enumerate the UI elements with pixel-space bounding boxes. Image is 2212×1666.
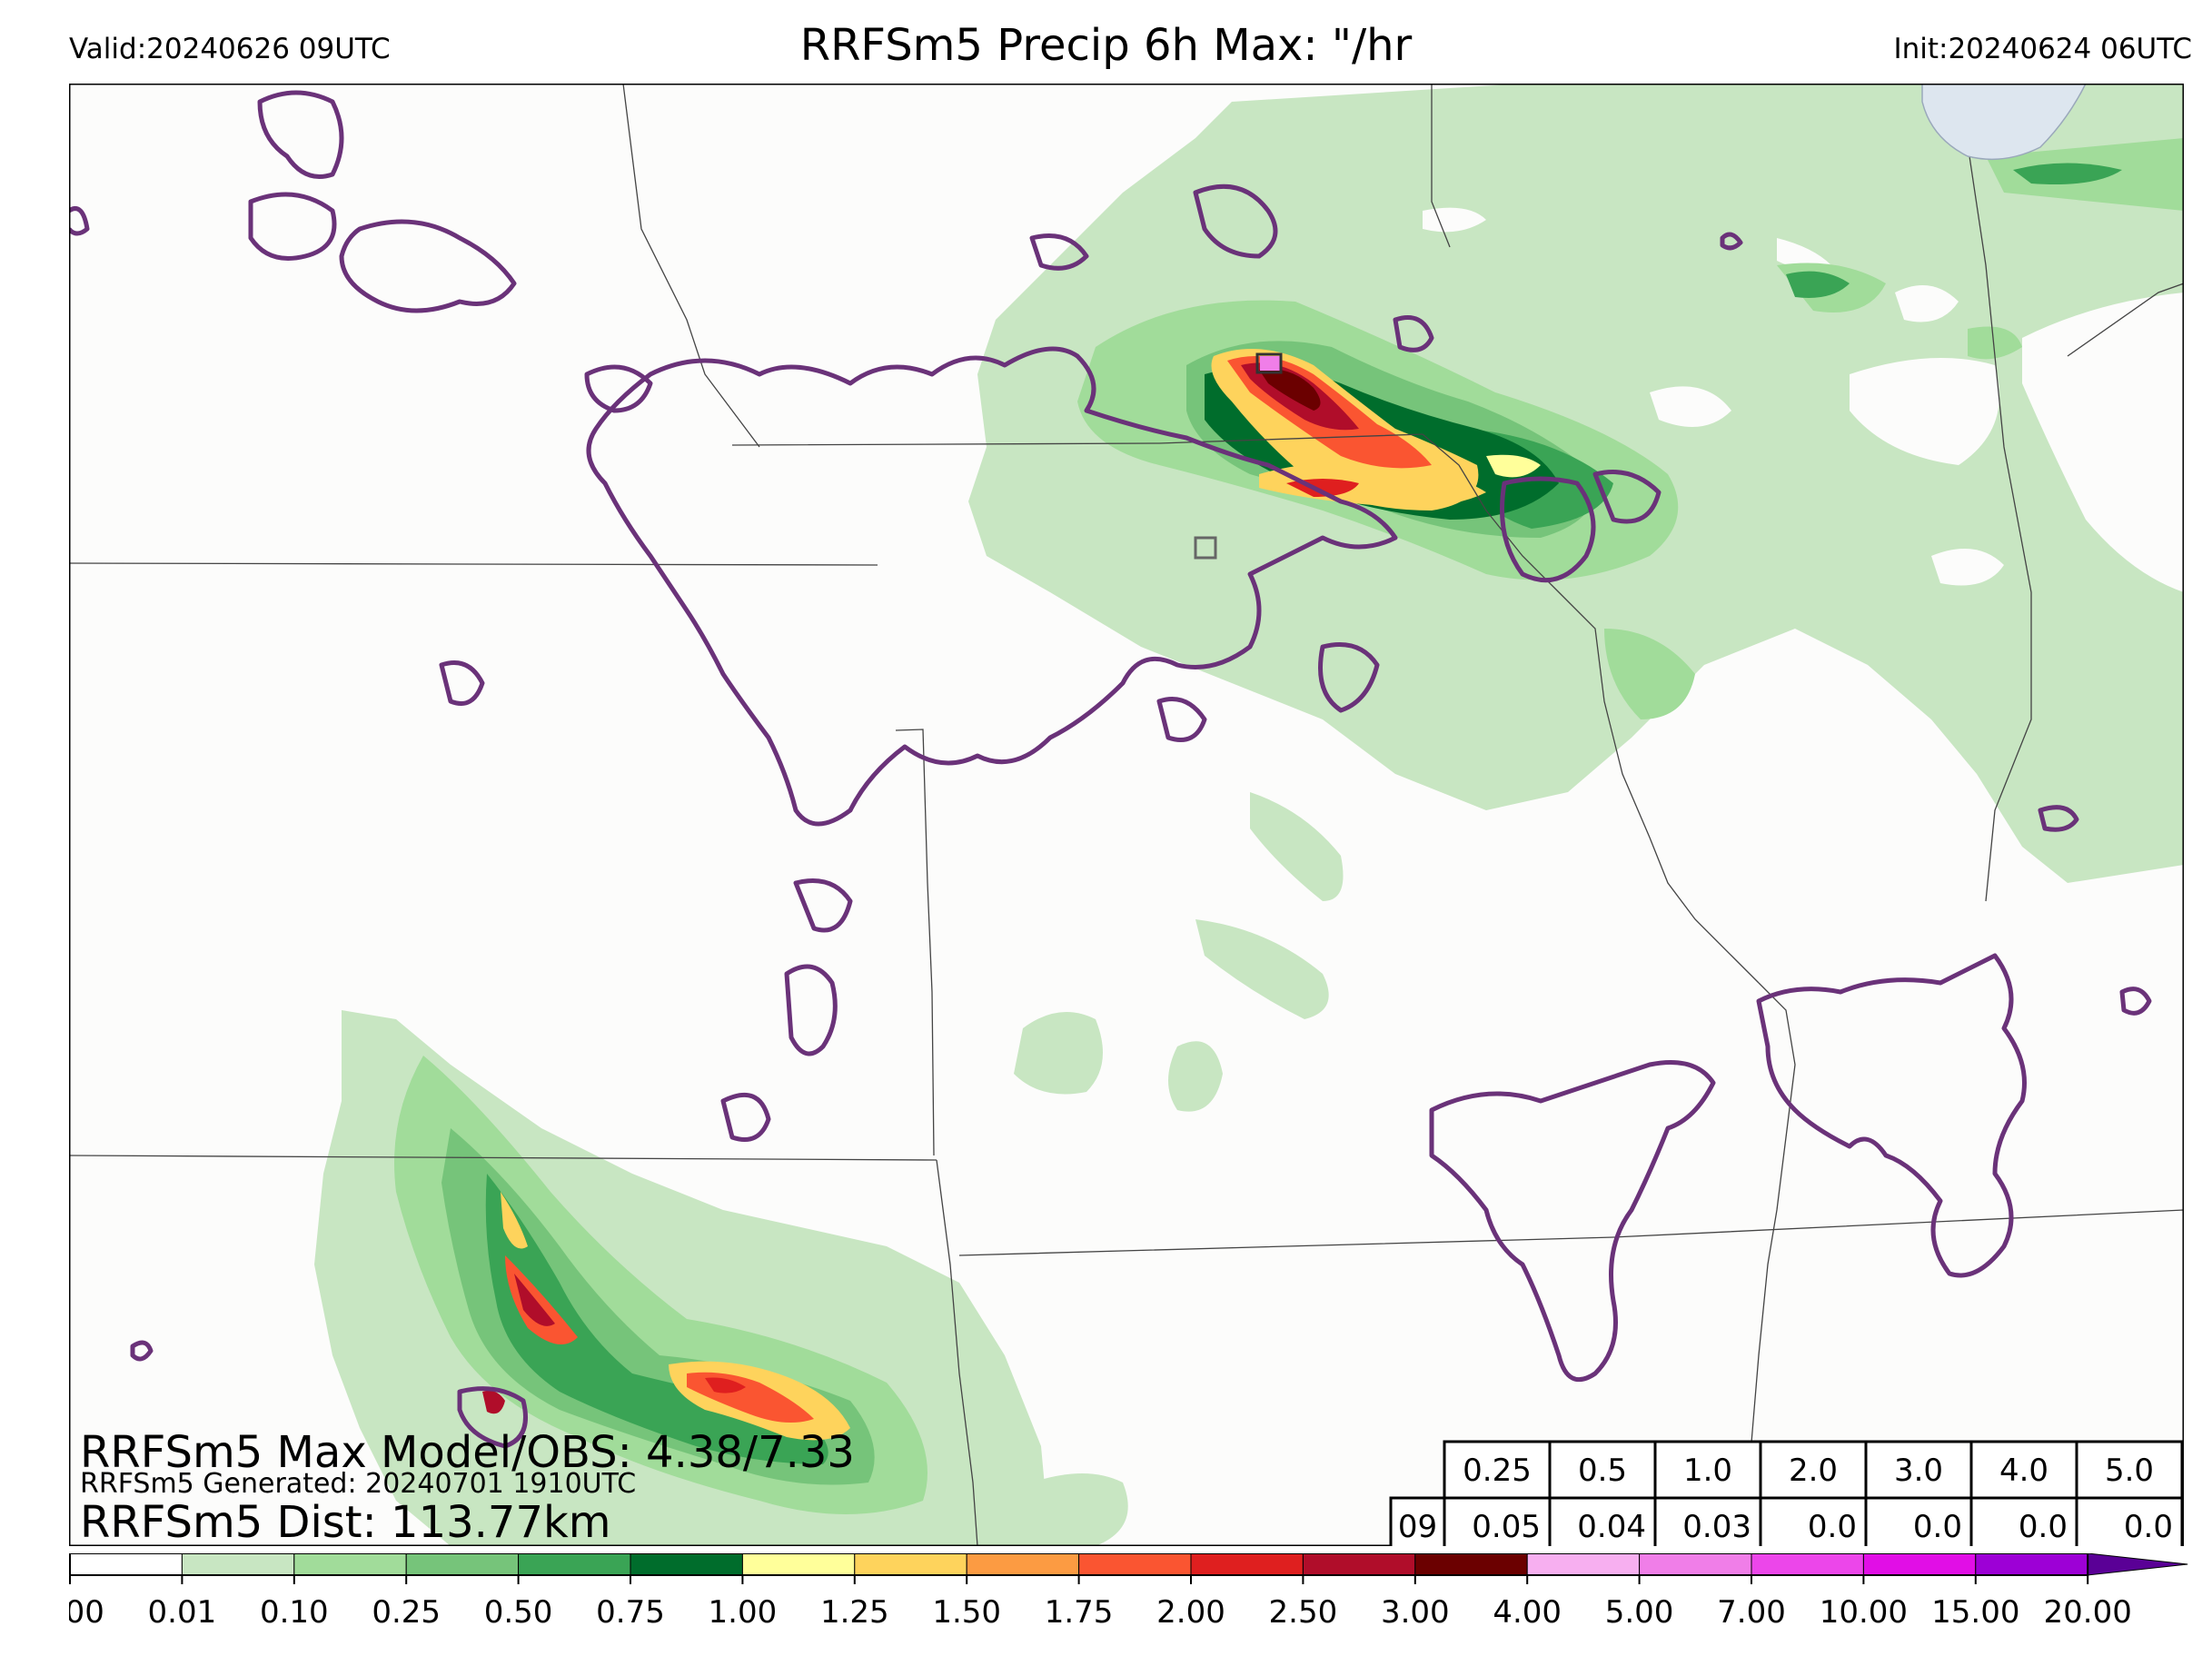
threshold-header: 3.0 — [1894, 1453, 1943, 1489]
threshold-value: 0.0 — [2019, 1509, 2068, 1545]
colorbar-swatch — [1190, 1553, 1304, 1576]
political-boundaries — [69, 84, 2184, 1546]
colorbar-tick-label: 1.25 — [820, 1594, 889, 1631]
colorbar-tick-label: 3.00 — [1381, 1594, 1450, 1631]
station-marker — [1255, 352, 1283, 374]
threshold-table: 0.25 0.5 1.0 2.0 3.0 4.0 5.0 09 0.05 0.04 0.03 0.0 0… — [1389, 1440, 2184, 1546]
init-time-label: Init:20240624 06UTC — [1893, 33, 2192, 65]
colorbar-tick-label: 4.00 — [1493, 1594, 1562, 1631]
table-cell — [1548, 1440, 1657, 1500]
threshold-header: 4.0 — [1999, 1453, 2048, 1489]
generated-label: RRFSm5 Generated: 20240701 1910UTC — [80, 1468, 636, 1500]
colorbar: 0.00 0.01 0.10 0.25 0.50 0.75 1.00 1.25 1.50 1.75… — [69, 1553, 2188, 1631]
colorbar-swatch — [854, 1553, 967, 1576]
station-marker — [1194, 536, 1217, 560]
table-cell — [2075, 1496, 2184, 1546]
threshold-header: 5.0 — [2105, 1453, 2154, 1489]
colorbar-swatch — [518, 1553, 631, 1576]
colorbar-swatch — [741, 1553, 856, 1576]
colorbar-swatch — [405, 1553, 520, 1576]
colorbar-swatch — [293, 1553, 407, 1576]
hour-label: 09 — [1398, 1509, 1437, 1545]
colorbar-tick-label: 15.00 — [1931, 1594, 2019, 1631]
colorbar-tick-label: 10.00 — [1820, 1594, 1908, 1631]
table-cell — [1969, 1496, 2078, 1546]
page-title: RRFSm5 Precip 6h Max: "/hr — [799, 20, 1413, 71]
colorbar-tick-label: 5.00 — [1605, 1594, 1674, 1631]
colorbar-swatch — [630, 1553, 743, 1576]
table-cell — [1443, 1496, 1552, 1546]
colorbar-ticks: 0.00 0.01 0.10 0.25 0.50 0.75 1.00 1.25 1.50 1.75… — [69, 1575, 2132, 1631]
threshold-value: 0.03 — [1682, 1509, 1751, 1545]
colorbar-swatch — [966, 1553, 1080, 1576]
threshold-header: 0.5 — [1578, 1453, 1627, 1489]
threshold-value: 0.05 — [1472, 1509, 1541, 1545]
table-cell — [1653, 1440, 1762, 1500]
lake — [1921, 84, 2087, 161]
colorbar-tick-label: 0.75 — [596, 1594, 665, 1631]
threshold-header: 1.0 — [1683, 1453, 1732, 1489]
colorbar-tick-label: 2.00 — [1156, 1594, 1225, 1631]
colorbar-tick-label: 2.50 — [1269, 1594, 1338, 1631]
valid-time-label: Valid:20240626 09UTC — [69, 33, 391, 65]
threshold-value: 0.0 — [1808, 1509, 1857, 1545]
colorbar-tick-label: 0.25 — [372, 1594, 441, 1631]
colorbar-swatch — [69, 1553, 183, 1576]
colorbar-swatch — [1862, 1553, 1977, 1576]
colorbar-swatch — [1639, 1553, 1752, 1576]
max-model-obs-label: RRFSm5 Max Model/OBS: 4.38/7.33 — [80, 1427, 855, 1478]
header: Valid:20240626 09UTC RRFSm5 Precip 6h Ma… — [0, 0, 2212, 82]
threshold-value: 0.0 — [1913, 1509, 1962, 1545]
table-cell — [1864, 1496, 1973, 1546]
colorbar-swatch — [1751, 1553, 1864, 1576]
colorbar-tick-label: 0.01 — [148, 1594, 217, 1631]
threshold-header: 0.25 — [1463, 1453, 1532, 1489]
colorbar-swatch — [1078, 1553, 1192, 1576]
threshold-value: 0.04 — [1577, 1509, 1646, 1545]
threshold-value: 0.0 — [2124, 1509, 2173, 1545]
colorbar-tick-label: 1.00 — [709, 1594, 778, 1631]
colorbar-tick-label: 1.50 — [932, 1594, 1001, 1631]
precip-map: RRFSm5 Max Model/OBS: 4.38/7.33 RRFSm5 G… — [69, 84, 2184, 1546]
colorbar-tick-label: 0.10 — [260, 1594, 329, 1631]
colorbar-tick-label: 0.00 — [69, 1594, 104, 1631]
colorbar-swatch — [1414, 1553, 1528, 1576]
colorbar-swatch — [181, 1553, 295, 1576]
colorbar-tick-label: 7.00 — [1717, 1594, 1786, 1631]
colorbar-tick-label: 1.75 — [1045, 1594, 1114, 1631]
table-cell — [2075, 1440, 2184, 1500]
colorbar-swatch — [1526, 1553, 1641, 1576]
colorbar-tick-label: 20.00 — [2044, 1594, 2132, 1631]
colorbar-swatch — [1975, 1553, 2088, 1576]
colorbar-swatch — [1302, 1553, 1416, 1576]
colorbar-extend-arrow — [2087, 1553, 2188, 1576]
threshold-header: 2.0 — [1789, 1453, 1838, 1489]
colorbar-swatches — [69, 1553, 2188, 1576]
dry-gaps — [1423, 207, 2184, 592]
observed-precip-contours — [69, 90, 2152, 1449]
colorbar-tick-label: 0.50 — [484, 1594, 553, 1631]
intense-precip-cores — [482, 349, 1541, 1441]
distance-label: RRFSm5 Dist: 113.77km — [80, 1497, 611, 1546]
